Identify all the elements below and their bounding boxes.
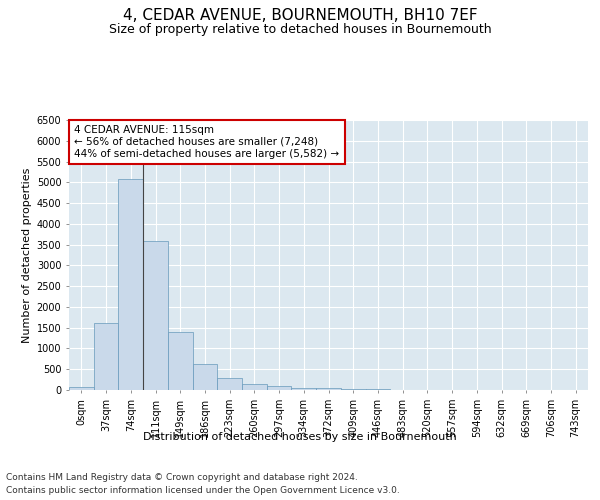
Text: Size of property relative to detached houses in Bournemouth: Size of property relative to detached ho… [109, 22, 491, 36]
Text: Contains public sector information licensed under the Open Government Licence v3: Contains public sector information licen… [6, 486, 400, 495]
Bar [118, 179, 143, 390]
Bar [267, 386, 292, 390]
Bar [168, 332, 193, 390]
Bar [316, 388, 341, 390]
Text: Contains HM Land Registry data © Crown copyright and database right 2024.: Contains HM Land Registry data © Crown c… [6, 472, 358, 482]
Bar [341, 389, 365, 390]
Bar [69, 387, 94, 390]
Bar [217, 378, 242, 390]
Bar [242, 384, 267, 390]
Text: 4 CEDAR AVENUE: 115sqm
← 56% of detached houses are smaller (7,248)
44% of semi-: 4 CEDAR AVENUE: 115sqm ← 56% of detached… [74, 126, 340, 158]
Bar [365, 389, 390, 390]
Text: 4, CEDAR AVENUE, BOURNEMOUTH, BH10 7EF: 4, CEDAR AVENUE, BOURNEMOUTH, BH10 7EF [122, 8, 478, 22]
Text: Distribution of detached houses by size in Bournemouth: Distribution of detached houses by size … [143, 432, 457, 442]
Bar [193, 364, 217, 390]
Bar [292, 388, 316, 390]
Y-axis label: Number of detached properties: Number of detached properties [22, 168, 32, 342]
Bar [143, 242, 168, 390]
Bar [94, 322, 118, 390]
